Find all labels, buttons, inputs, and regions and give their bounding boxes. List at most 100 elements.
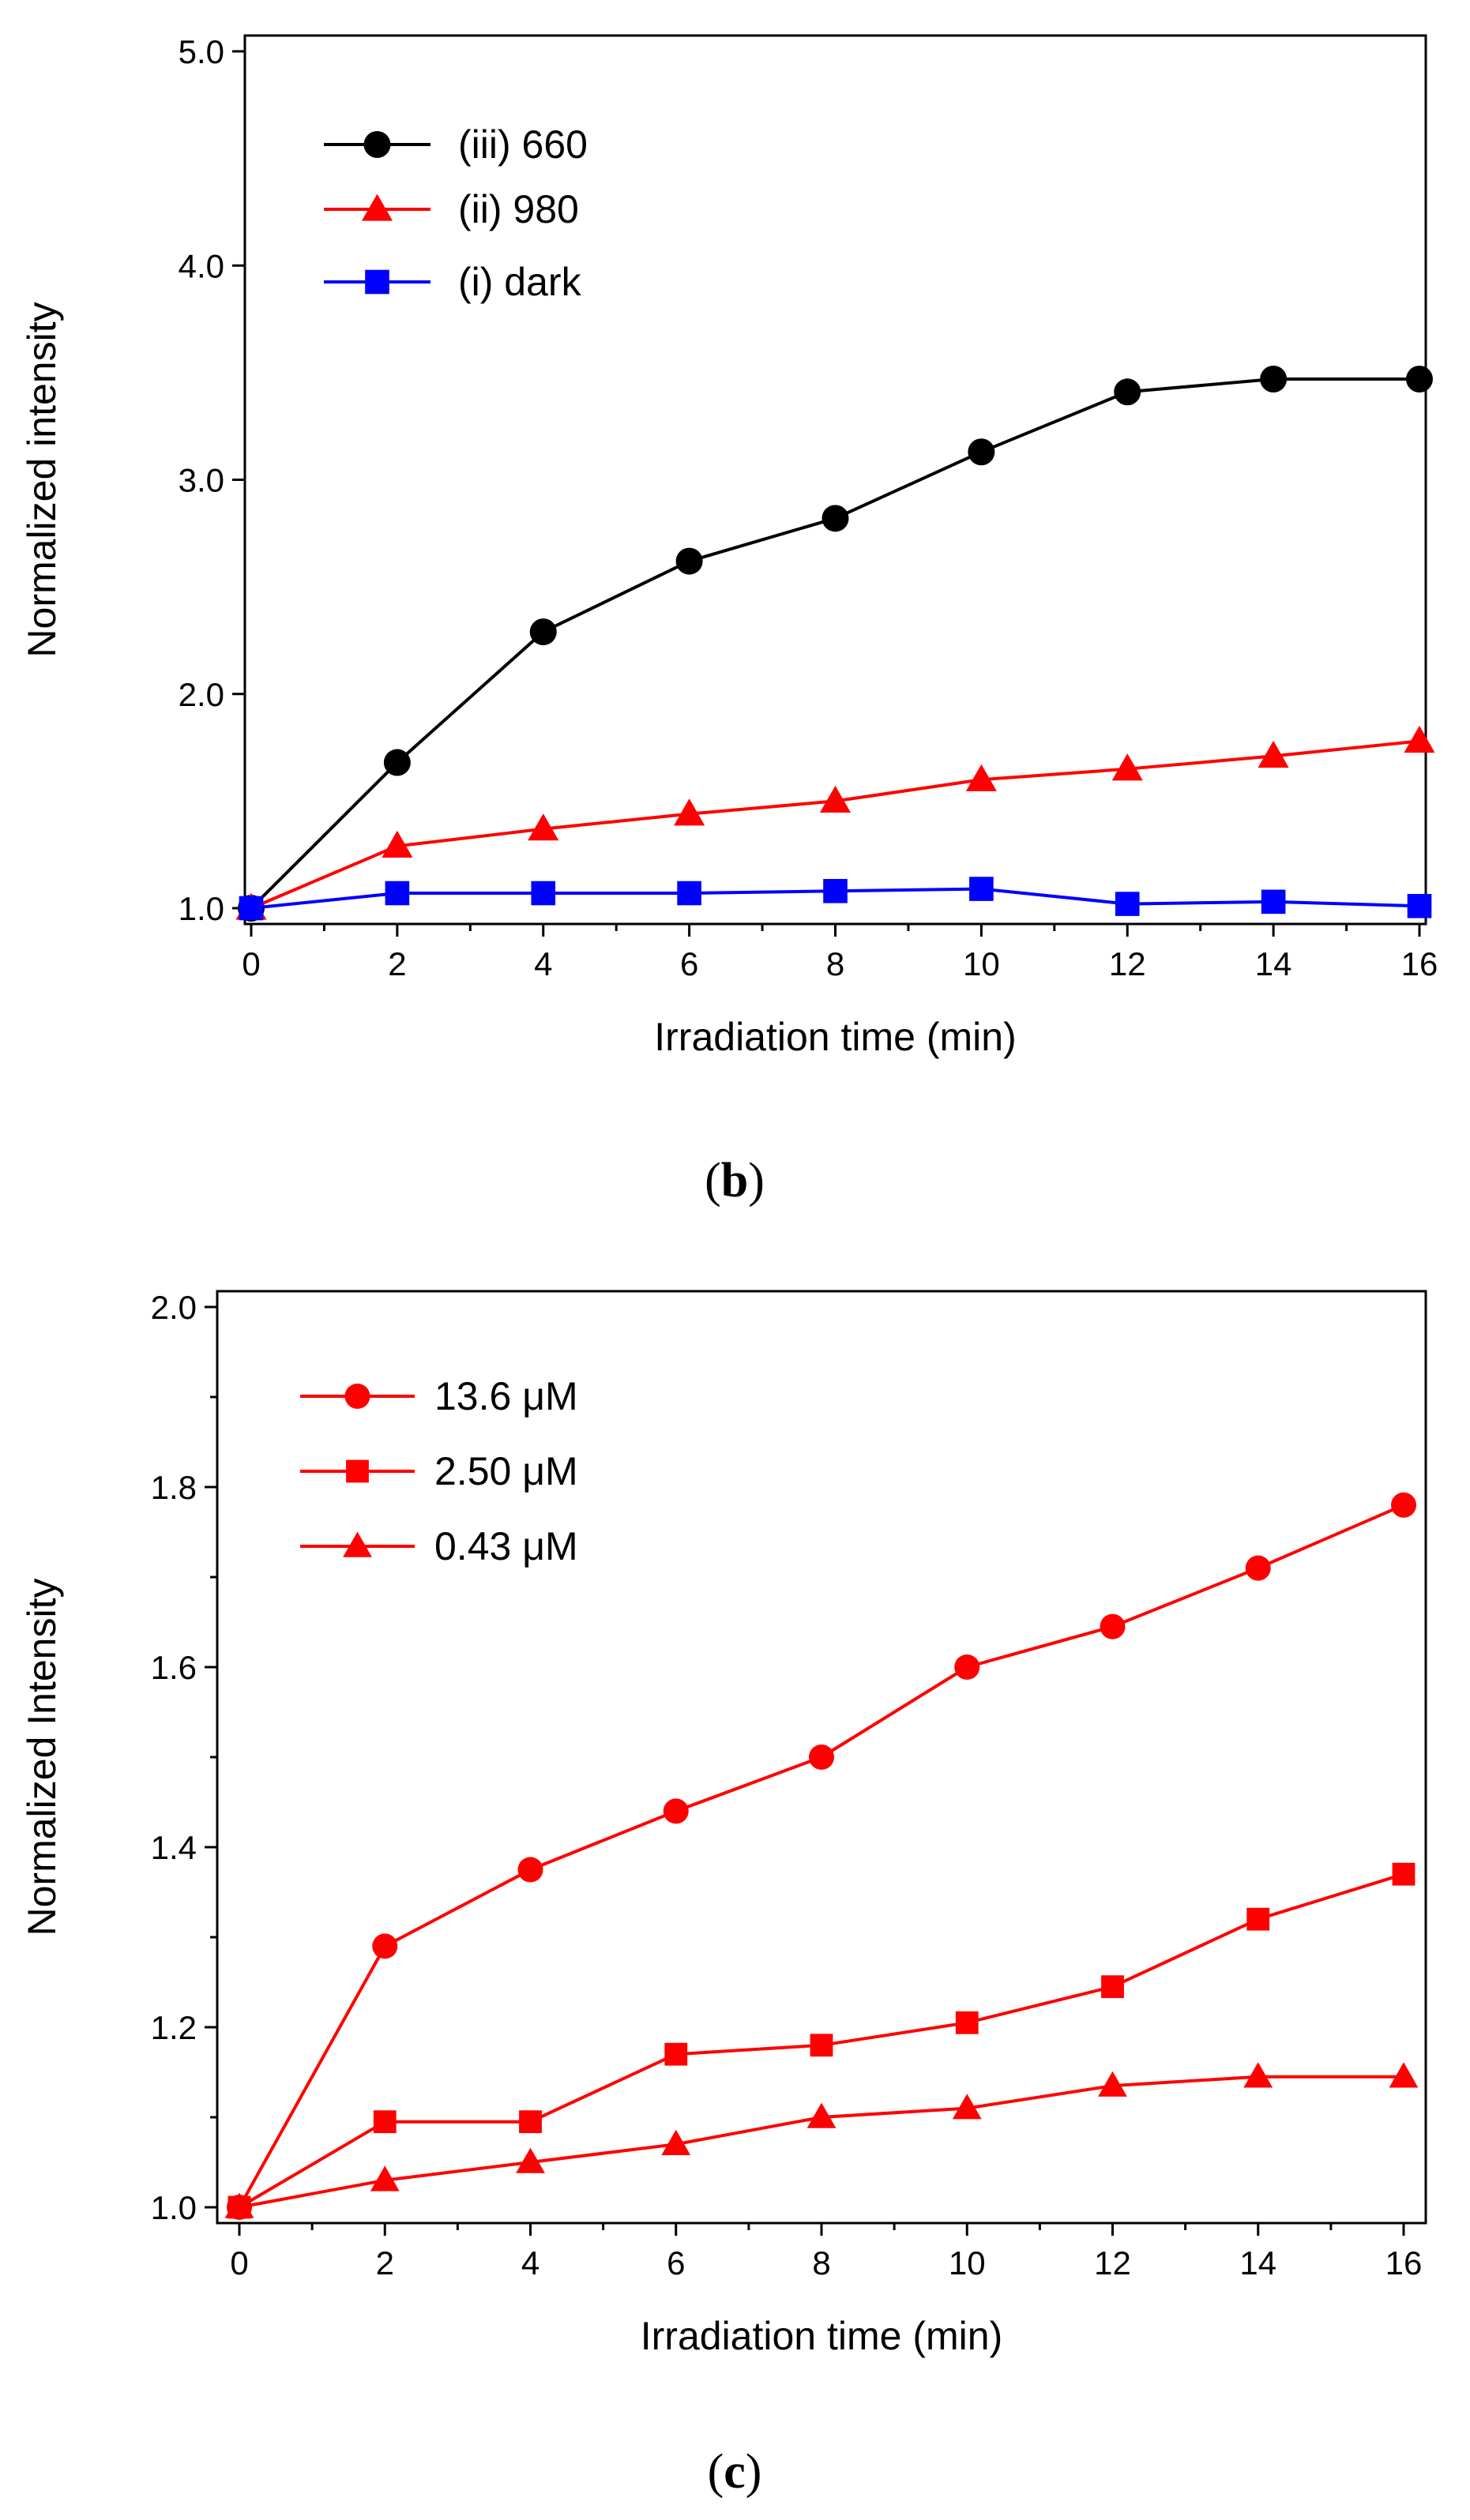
y-axis-title: Normalized intensity: [20, 302, 64, 657]
x-tick-label: 2: [388, 945, 406, 982]
data-point: [1391, 1492, 1416, 1518]
legend-label: (ii) 980: [458, 187, 579, 231]
series-line: [239, 2075, 1404, 2209]
x-tick-label: 8: [812, 2244, 830, 2282]
data-point: [823, 879, 848, 903]
y-tick-label: 2.0: [179, 676, 224, 713]
data-point: [372, 1933, 398, 1959]
data-point: [1407, 893, 1432, 918]
y-tick-label: 3.0: [179, 462, 224, 499]
legend-marker: [363, 131, 391, 158]
data-point: [1404, 725, 1435, 753]
data-point: [528, 813, 559, 841]
data-point: [370, 2165, 400, 2191]
data-point: [663, 1798, 689, 1824]
y-tick-label: 1.8: [151, 1469, 197, 1506]
data-point: [952, 2094, 982, 2120]
legend-label: 0.43 μM: [434, 1524, 578, 1568]
series-line: [250, 377, 1419, 910]
x-tick-label: 16: [1385, 2244, 1423, 2282]
panel-label-close: ): [746, 2445, 762, 2499]
data-point: [1115, 892, 1140, 916]
data-point: [373, 2110, 397, 2134]
panel-label-open: (: [705, 1154, 721, 1207]
legend: (iii) 660 (ii) 980 (i) dark: [324, 122, 588, 304]
data-point: [954, 1654, 980, 1680]
x-tick-label: 4: [521, 2244, 540, 2282]
x-axis-title: Irradiation time (min): [654, 1015, 1016, 1059]
data-point: [385, 881, 410, 906]
data-point: [383, 749, 411, 776]
x-tick-label: 14: [1239, 2244, 1276, 2282]
legend: 13.6 μM 2.50 μM 0.43 μM: [300, 1374, 578, 1568]
x-tick-label: 12: [1109, 945, 1146, 982]
x-tick-label: 4: [534, 945, 552, 982]
data-point: [529, 618, 557, 646]
chart-panel-b: 0 2 4 6 8 10 12 14 16 1.0 2.0 3.0 4.0 5.0 Irradiation …: [20, 33, 1438, 1207]
legend-marker: [361, 193, 393, 221]
data-point: [821, 505, 849, 532]
data-point: [1246, 1907, 1270, 1931]
legend-marker: [344, 1384, 370, 1409]
data-point: [677, 881, 701, 906]
y-axis-title: Normalized Intensity: [20, 1579, 64, 1936]
data-point: [819, 785, 852, 813]
data-point: [1098, 2071, 1127, 2097]
x-tick-label: 6: [667, 2244, 685, 2282]
data-point: [1243, 2062, 1273, 2088]
series-line: [238, 1503, 1404, 2208]
panel-label: (c): [708, 2445, 762, 2499]
data-point: [1260, 366, 1288, 393]
x-tick-label: 10: [963, 945, 1000, 982]
x-tick-label: 0: [242, 945, 260, 982]
x-tick-label: 16: [1401, 945, 1438, 982]
y-tick-label: 4.0: [179, 247, 224, 284]
data-point: [664, 2042, 688, 2066]
x-tick-label: 2: [376, 2244, 394, 2282]
data-point: [809, 1744, 834, 1770]
data-point: [1389, 2062, 1419, 2088]
y-tick-label: 1.4: [151, 1829, 197, 1866]
panel-label-open: (: [708, 2445, 724, 2499]
data-point: [968, 438, 995, 466]
panel-label: (b): [705, 1154, 765, 1207]
data-point: [239, 896, 264, 921]
data-point: [1114, 378, 1141, 406]
data-point: [1111, 753, 1143, 781]
legend-label: (iii) 660: [458, 122, 588, 167]
y-tick-label: 1.0: [179, 890, 224, 927]
y-tick-label: 2.0: [151, 1289, 197, 1326]
x-tick-label: 0: [230, 2244, 248, 2282]
data-point: [969, 877, 994, 901]
data-point: [1100, 1613, 1126, 1639]
data-point: [517, 1857, 543, 1883]
panel-label-close: ): [748, 1154, 765, 1207]
legend-marker: [343, 1531, 372, 1557]
data-point: [965, 764, 997, 791]
data-point: [519, 2110, 542, 2134]
y-tick-label: 1.0: [151, 2189, 197, 2226]
legend-marker: [365, 269, 389, 295]
y-tick-label: 1.2: [151, 2009, 197, 2046]
panel-label-letter: b: [721, 1154, 748, 1207]
data-point: [674, 798, 705, 826]
data-point: [661, 2129, 691, 2155]
chart-panel-c: 0 2 4 6 8 10 12 14 16 1.0 1.2 1.4 1.6 1.8 2.0 Irradiati…: [20, 1289, 1427, 2499]
data-point: [531, 881, 556, 906]
data-point: [516, 2147, 545, 2173]
panel-label-letter: c: [724, 2445, 746, 2499]
data-point: [1101, 1975, 1124, 1999]
x-axis-title: Irradiation time (min): [641, 2314, 1002, 2358]
legend-label: 2.50 μM: [434, 1449, 578, 1493]
data-point: [1261, 889, 1286, 914]
data-point: [1258, 740, 1289, 768]
legend-label: (i) dark: [458, 260, 582, 304]
data-point: [1245, 1555, 1271, 1581]
data-point: [955, 2011, 979, 2034]
legend-label: 13.6 μM: [434, 1374, 578, 1418]
data-point: [806, 2102, 837, 2128]
data-point: [1406, 366, 1433, 393]
x-tick-label: 10: [949, 2244, 986, 2282]
y-tick-label: 1.6: [151, 1649, 197, 1686]
data-point: [1392, 1862, 1415, 1886]
